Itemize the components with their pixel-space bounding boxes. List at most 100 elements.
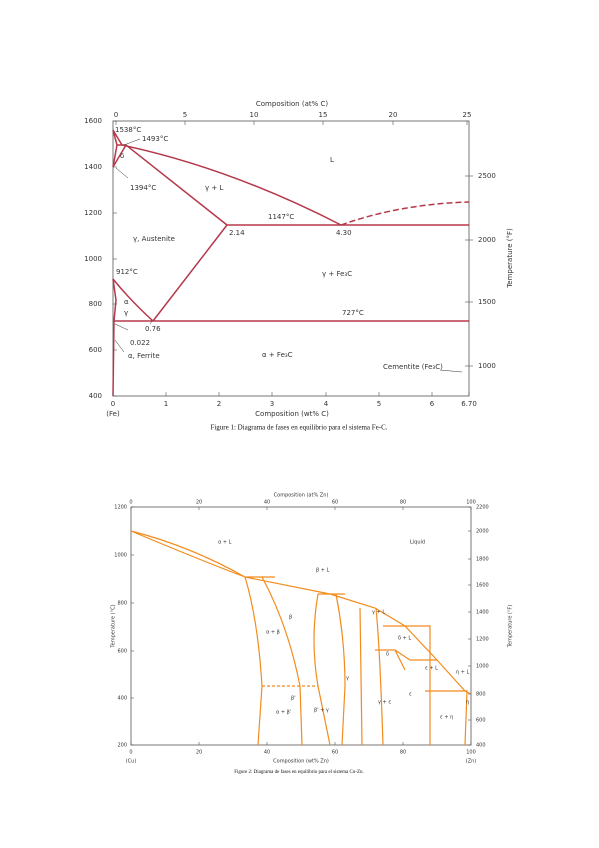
end-label: (Cu) xyxy=(126,759,137,765)
region-label: γ xyxy=(124,309,128,317)
tick-label: 80 xyxy=(400,750,406,756)
tick-label: 60 xyxy=(332,500,338,506)
top-axis-label: Composition (at% Zn) xyxy=(274,493,329,499)
tick-label: 800 xyxy=(476,692,486,698)
tick-label: 400 xyxy=(117,696,127,702)
plot-frame xyxy=(130,506,472,746)
right-axis-label: Temperature (°F) xyxy=(508,605,514,649)
tick-label: 400 xyxy=(476,743,486,749)
region-label: L xyxy=(330,156,334,164)
end-label: (Zn) xyxy=(466,759,477,765)
tick-label: 1 xyxy=(164,400,168,408)
tick-label: 0 xyxy=(111,400,115,408)
tick-label: 2000 xyxy=(478,236,496,244)
plot-frame xyxy=(112,120,470,397)
right-axis-label: Temperature (°F) xyxy=(506,228,514,289)
tick-label: 80 xyxy=(400,500,406,506)
region-label: δ + L xyxy=(398,636,411,642)
tick-label: 1500 xyxy=(478,298,496,306)
region-label: γ + ε xyxy=(378,700,391,706)
tick-label: 1000 xyxy=(84,255,102,263)
tick-label: 2200 xyxy=(476,505,489,511)
region-label: η + L xyxy=(456,670,470,676)
tick-label: 1400 xyxy=(476,610,489,616)
region-label: α + L xyxy=(218,540,232,546)
tick-label: 40 xyxy=(264,750,270,756)
region-label: Liquid xyxy=(410,540,425,546)
region-label: γ + L xyxy=(372,610,385,616)
tick-label: 25 xyxy=(463,111,472,119)
tick-label: 1200 xyxy=(476,637,489,643)
region-label: Cementite (Fe₃C) xyxy=(383,363,443,371)
region-label: γ xyxy=(346,676,349,682)
tick-label: 600 xyxy=(89,346,102,354)
tick-label: 800 xyxy=(117,601,127,607)
region-label: β' xyxy=(291,696,296,702)
region-label: ε xyxy=(409,692,412,698)
tick-label: 600 xyxy=(117,649,127,655)
tick-label: 4 xyxy=(324,400,329,408)
phase-boundary-dashed xyxy=(340,201,470,226)
tick-label: 100 xyxy=(466,500,476,506)
region-label: 0.022 xyxy=(130,339,150,347)
tick-label: 5 xyxy=(377,400,381,408)
tick-label: 20 xyxy=(389,111,398,119)
tick-label: 2500 xyxy=(478,172,496,180)
tick-label: 5 xyxy=(183,111,187,119)
tick-label: 1000 xyxy=(476,664,489,670)
cu-zn-diagram: Composition (at% Zn) Temperature (°C) Te… xyxy=(111,493,514,776)
tick-label: 600 xyxy=(476,718,486,724)
region-label: 2.14 xyxy=(229,229,245,237)
region-label: α, Ferrite xyxy=(128,352,160,360)
region-label: α + β' xyxy=(276,710,291,716)
tick-label: 15 xyxy=(319,111,328,119)
tick-label: 100 xyxy=(466,750,476,756)
region-label: δ xyxy=(386,652,389,658)
tick-label: 2000 xyxy=(476,529,489,535)
tick-label: 6 xyxy=(430,400,435,408)
region-label: ε + L xyxy=(425,666,438,672)
region-label: 1538°C xyxy=(115,126,141,134)
tick-label: 2 xyxy=(217,400,221,408)
region-label: α xyxy=(124,298,129,306)
region-label: α + Fe₃C xyxy=(262,351,293,359)
region-label: ε + η xyxy=(440,715,453,721)
tick-label: 20 xyxy=(196,750,202,756)
tick-label: 40 xyxy=(264,500,270,506)
tick-label: 0 xyxy=(129,500,132,506)
tick-label: 1000 xyxy=(478,362,496,370)
phase-lines xyxy=(112,129,470,397)
region-label: γ + L xyxy=(205,184,223,192)
tick-label: 1800 xyxy=(476,557,489,563)
bottom-axis-label: Composition (wt% Zn) xyxy=(273,759,329,765)
region-label: β xyxy=(289,615,292,621)
tick-label: 0 xyxy=(114,111,118,119)
phase-lines xyxy=(130,530,472,746)
phase-boundary xyxy=(112,129,469,397)
phase-boundary xyxy=(130,530,472,746)
region-label: 4.30 xyxy=(336,229,352,237)
region-label: 1147°C xyxy=(268,213,294,221)
tick-label: 10 xyxy=(250,111,259,119)
region-label: 912°C xyxy=(116,268,138,276)
region-label: γ, Austenite xyxy=(133,235,175,243)
tick-label: 1600 xyxy=(476,583,489,589)
caption: Figure 1: Diagrama de fases en equilibri… xyxy=(210,424,387,432)
tick-label: 6.70 xyxy=(461,400,477,408)
region-label: β' + γ xyxy=(314,708,329,714)
fe-c-diagram: Composition (at% C) Temperature (°F) Com… xyxy=(84,100,514,432)
tick-label: 400 xyxy=(89,392,102,400)
region-label: γ + Fe₃C xyxy=(322,270,352,278)
region-label: α + β xyxy=(266,630,280,636)
tick-label: 1000 xyxy=(114,553,127,559)
tick-label: 3 xyxy=(270,400,274,408)
tick-label: 1200 xyxy=(84,209,102,217)
end-label: (Fe) xyxy=(106,410,120,418)
tick-label: 60 xyxy=(332,750,338,756)
region-label: δ xyxy=(120,152,124,160)
region-label: 1493°C xyxy=(142,135,168,143)
region-label: 1394°C xyxy=(130,184,156,192)
